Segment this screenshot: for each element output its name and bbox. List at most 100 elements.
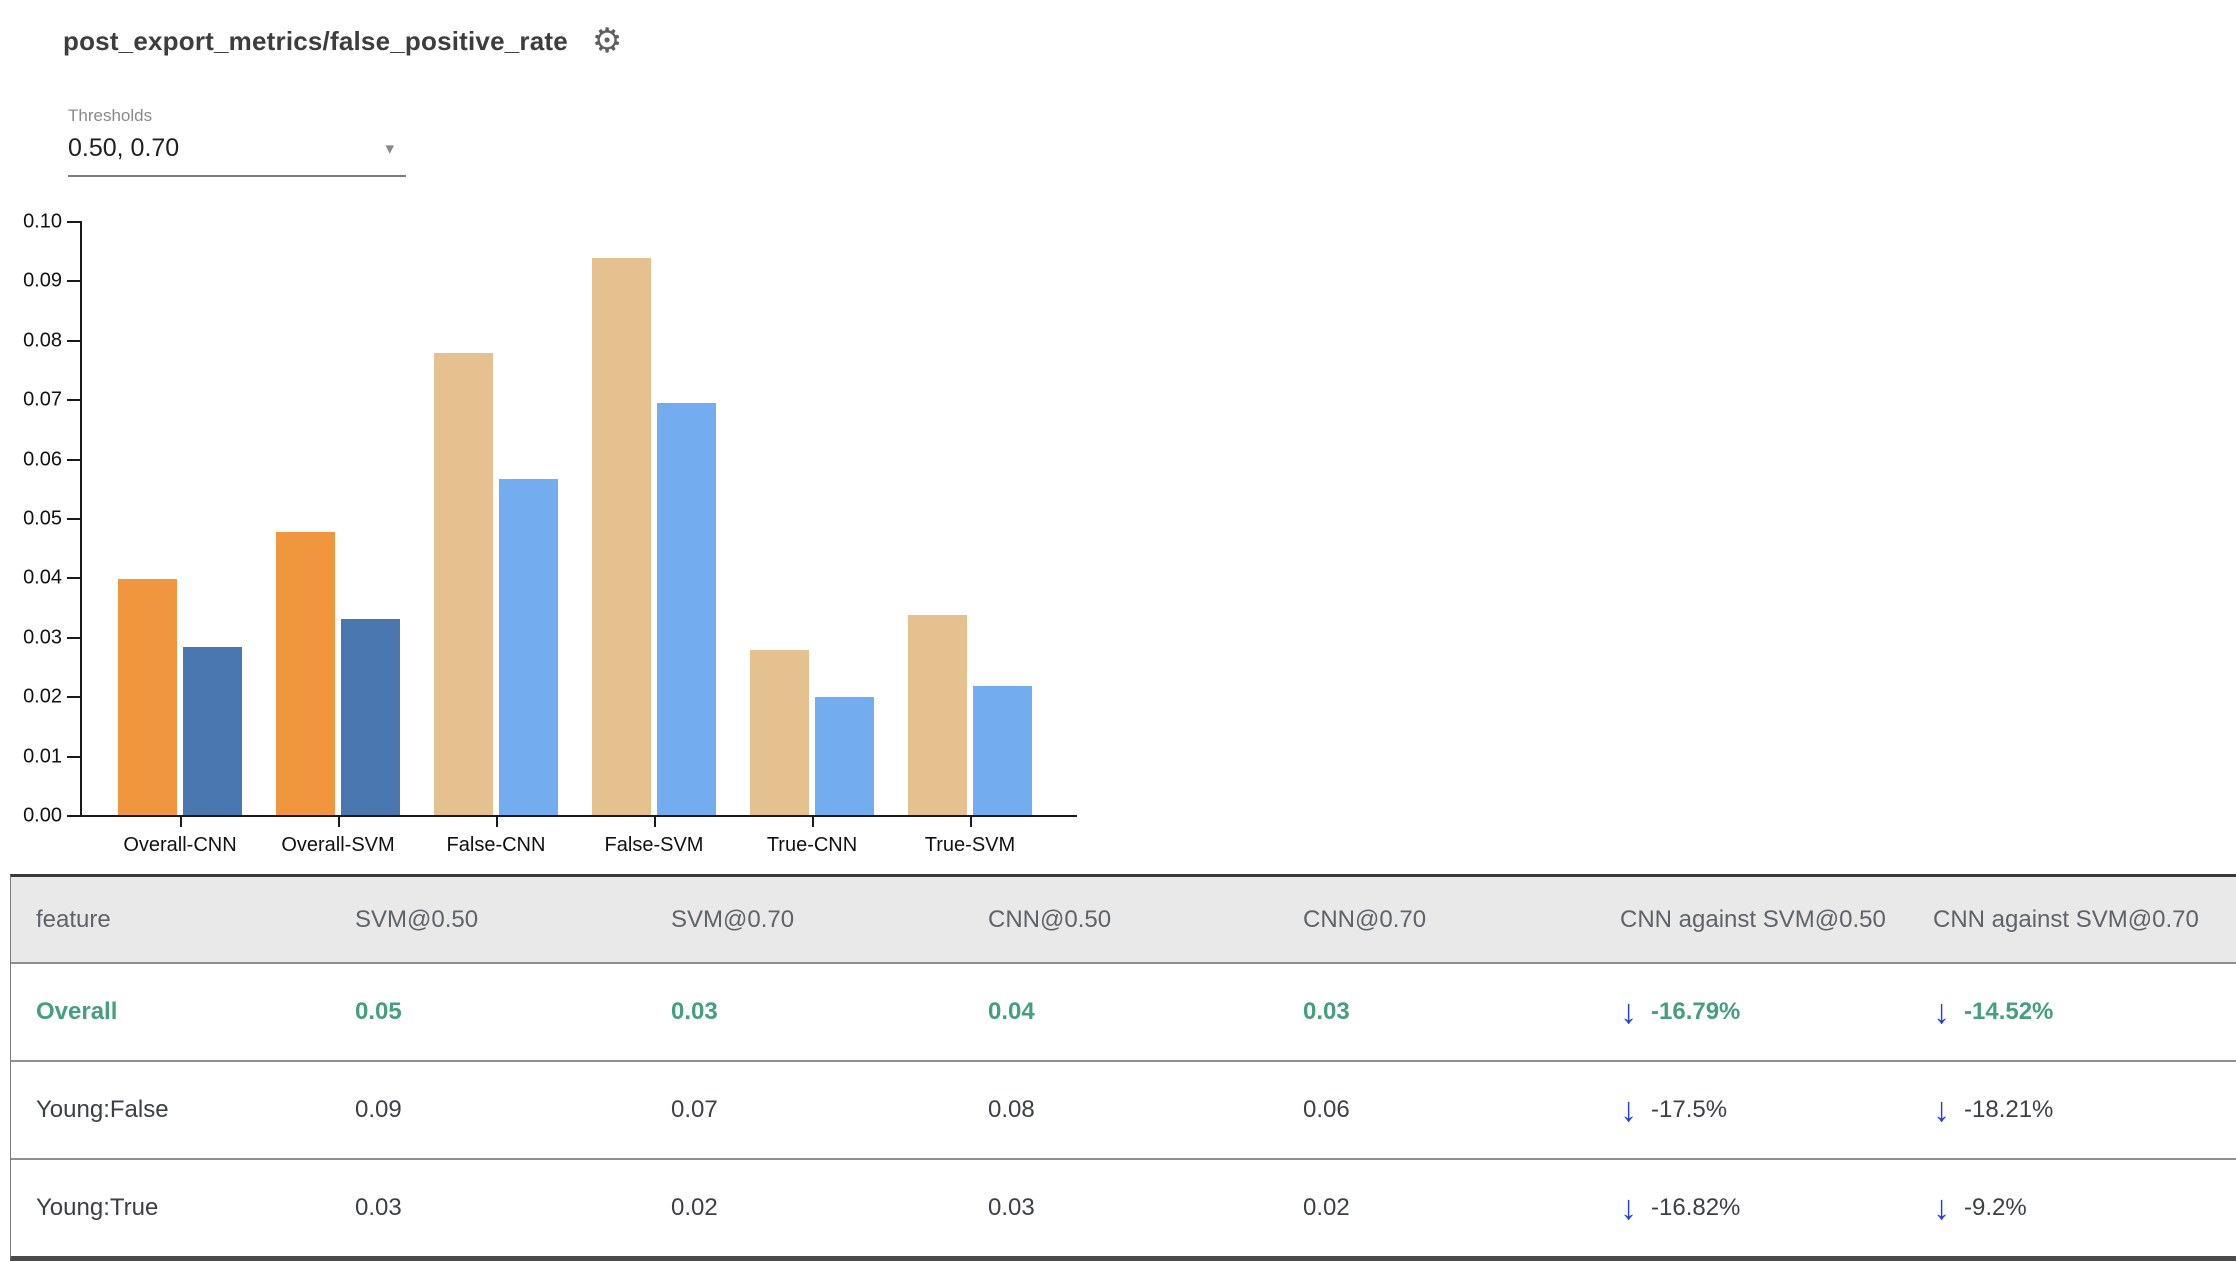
column-header: SVM@0.70 bbox=[671, 905, 795, 933]
metric-value-cell: 0.03 bbox=[1303, 998, 1350, 1025]
x-axis-category-label: Overall-SVM bbox=[281, 834, 395, 856]
column-header: CNN against SVM@0.50 bbox=[1620, 905, 1886, 933]
metric-value-cell: 0.07 bbox=[671, 1096, 718, 1123]
delta-cell: ↓ -16.82% bbox=[1595, 1191, 1908, 1225]
metric-value-cell: 0.02 bbox=[671, 1194, 718, 1221]
feature-cell: Young:False bbox=[36, 1096, 169, 1123]
y-axis-tick-label: 0.07 bbox=[23, 388, 62, 411]
y-axis-tick-label: 0.10 bbox=[23, 210, 62, 233]
metric-value-cell: 0.06 bbox=[1303, 1096, 1350, 1123]
x-axis-category-label: False-CNN bbox=[446, 834, 546, 856]
metric-value-cell: 0.05 bbox=[355, 998, 402, 1025]
x-axis-category-label: True-SVM bbox=[924, 834, 1016, 856]
x-axis-tick bbox=[654, 817, 656, 827]
y-axis-tick bbox=[67, 518, 80, 520]
bar-Overall-SVM-threshold0.70[interactable] bbox=[341, 618, 400, 815]
down-arrow-icon: ↓ bbox=[1620, 1189, 1637, 1227]
thresholds-select[interactable]: Thresholds 0.50, 0.70 ▾ bbox=[68, 106, 406, 177]
bar-False-CNN-threshold0.50[interactable] bbox=[434, 353, 493, 815]
y-axis-tick bbox=[67, 696, 80, 699]
bar-chart: 0.00 0.01 0.02 0.03 0.04 0.05 0.06 0.07 0.08 0.09… bbox=[0, 200, 1180, 900]
metric-value-cell: 0.03 bbox=[988, 1194, 1035, 1221]
bar-True-CNN-threshold0.70[interactable] bbox=[815, 696, 874, 815]
table-header-row: feature SVM@0.50 SVM@0.70 CNN@0.50 CNN@0.70 C… bbox=[11, 877, 2236, 962]
delta-percent: -18.21% bbox=[1964, 1096, 2054, 1123]
delta-percent: -16.79% bbox=[1651, 998, 1741, 1025]
column-header: CNN@0.50 bbox=[988, 905, 1112, 933]
y-axis-tick bbox=[67, 636, 80, 639]
y-axis-tick-label: 0.09 bbox=[23, 269, 62, 292]
bar-False-SVM-threshold0.50[interactable] bbox=[592, 258, 651, 815]
x-axis-tick bbox=[180, 817, 182, 827]
metric-value-cell: 0.09 bbox=[355, 1096, 402, 1123]
delta-cell: ↓ -9.2% bbox=[1908, 1191, 2236, 1225]
y-axis-tick bbox=[67, 221, 80, 223]
y-axis-tick bbox=[67, 755, 80, 758]
delta-cell: ↓ -16.79% bbox=[1595, 995, 1908, 1029]
y-axis-tick bbox=[67, 815, 80, 817]
feature-cell: Young:True bbox=[36, 1194, 159, 1221]
y-axis-tick bbox=[67, 577, 80, 580]
y-axis-tick bbox=[67, 339, 80, 342]
y-axis-tick-label: 0.02 bbox=[23, 685, 62, 708]
metric-value-cell: 0.02 bbox=[1303, 1194, 1350, 1221]
y-axis-tick-label: 0.01 bbox=[23, 745, 62, 768]
x-axis-tick bbox=[812, 817, 814, 827]
y-axis-tick-label: 0.08 bbox=[23, 329, 62, 352]
thresholds-label: Thresholds bbox=[68, 106, 153, 125]
column-header: feature bbox=[36, 905, 111, 933]
table-row[interactable]: Young:True 0.03 0.02 0.03 0.02 ↓ -16.82% ↓ -9.2% bbox=[11, 1158, 2236, 1256]
down-arrow-icon: ↓ bbox=[1620, 993, 1637, 1031]
header: post_export_metrics/false_positive_rate … bbox=[63, 24, 622, 58]
gear-icon[interactable]: ⚙ bbox=[591, 22, 623, 60]
bar-False-SVM-threshold0.70[interactable] bbox=[657, 402, 716, 815]
y-axis-line bbox=[80, 221, 82, 817]
delta-percent: -14.52% bbox=[1964, 998, 2054, 1025]
bar-True-SVM-threshold0.70[interactable] bbox=[973, 685, 1032, 815]
delta-cell: ↓ -17.5% bbox=[1595, 1093, 1908, 1127]
y-axis-tick-label: 0.04 bbox=[23, 566, 62, 589]
column-header: CNN against SVM@0.70 bbox=[1933, 905, 2199, 933]
bar-Overall-CNN-threshold0.70[interactable] bbox=[183, 647, 242, 815]
y-axis-tick-label: 0.06 bbox=[23, 448, 62, 471]
column-header: CNN@0.70 bbox=[1303, 905, 1427, 933]
down-arrow-icon: ↓ bbox=[1620, 1091, 1637, 1129]
y-axis-tick bbox=[67, 458, 80, 461]
thresholds-value: 0.50, 0.70 bbox=[68, 134, 180, 162]
x-axis-category-label: True-CNN bbox=[766, 834, 858, 856]
delta-percent: -9.2% bbox=[1964, 1194, 2027, 1221]
bar-True-CNN-threshold0.50[interactable] bbox=[750, 649, 809, 815]
metric-value-cell: 0.08 bbox=[988, 1096, 1035, 1123]
x-axis-tick bbox=[970, 817, 972, 827]
down-arrow-icon: ↓ bbox=[1933, 1091, 1950, 1129]
y-axis-tick bbox=[67, 280, 80, 283]
x-axis-category-label: False-SVM bbox=[604, 834, 704, 856]
y-axis-tick-label: 0.05 bbox=[23, 507, 62, 530]
table-row[interactable]: Young:False 0.09 0.07 0.08 0.06 ↓ -17.5% ↓ -18.2… bbox=[11, 1060, 2236, 1158]
metric-value-cell: 0.03 bbox=[671, 998, 718, 1025]
delta-cell: ↓ -14.52% bbox=[1908, 995, 2236, 1029]
delta-percent: -17.5% bbox=[1651, 1096, 1728, 1123]
x-axis-tick bbox=[496, 817, 498, 827]
metric-value-cell: 0.03 bbox=[355, 1194, 402, 1221]
down-arrow-icon: ↓ bbox=[1933, 993, 1950, 1031]
y-axis-tick bbox=[67, 399, 80, 402]
column-header: SVM@0.50 bbox=[355, 905, 479, 933]
feature-cell: Overall bbox=[36, 998, 118, 1025]
bar-Overall-SVM-threshold0.50[interactable] bbox=[276, 531, 335, 815]
down-arrow-icon: ↓ bbox=[1933, 1189, 1950, 1227]
delta-percent: -16.82% bbox=[1651, 1194, 1741, 1221]
page-title: post_export_metrics/false_positive_rate bbox=[63, 25, 568, 56]
chevron-down-icon: ▾ bbox=[385, 138, 394, 158]
metric-value-cell: 0.04 bbox=[988, 998, 1035, 1025]
delta-cell: ↓ -18.21% bbox=[1908, 1093, 2236, 1127]
table-row[interactable]: Overall 0.05 0.03 0.04 0.03 ↓ -16.79% ↓ -14.52% bbox=[11, 962, 2236, 1060]
y-axis-tick-label: 0.03 bbox=[23, 626, 62, 649]
bar-False-CNN-threshold0.70[interactable] bbox=[499, 479, 558, 815]
bar-Overall-CNN-threshold0.50[interactable] bbox=[118, 578, 177, 815]
y-axis-tick-label: 0.00 bbox=[23, 804, 62, 827]
metrics-table: feature SVM@0.50 SVM@0.70 CNN@0.50 CNN@0.70 C… bbox=[10, 874, 2236, 1261]
x-axis-line bbox=[80, 815, 1077, 817]
bar-True-SVM-threshold0.50[interactable] bbox=[908, 615, 967, 815]
x-axis-category-label: Overall-CNN bbox=[123, 834, 237, 856]
